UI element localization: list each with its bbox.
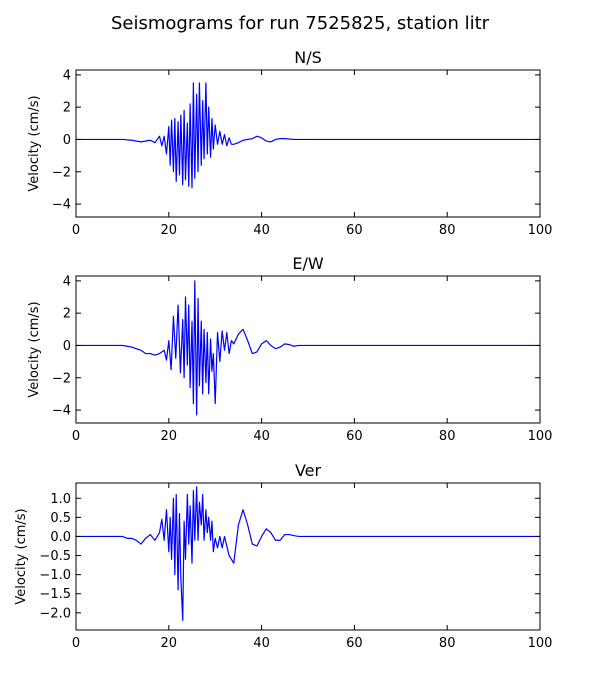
x-tick-label: 0 xyxy=(72,636,80,651)
trace-line-ver xyxy=(76,486,540,622)
trace-line-ns xyxy=(76,82,540,189)
y-axis-label-ew: Velocity (cm/s) xyxy=(27,301,42,397)
y-tick-label: −1.5 xyxy=(39,587,71,602)
x-tick-label: 100 xyxy=(528,429,553,444)
y-tick-label: −2 xyxy=(52,371,71,386)
y-tick-label: 0.0 xyxy=(50,530,71,545)
panel-ver: Ver 0 20 40 60 80 100 −2.0 −1.5 −1.0 −0.5 0.0 0.5 1.0… xyxy=(14,461,552,651)
x-tick-label: 80 xyxy=(439,429,456,444)
x-tick-label: 60 xyxy=(346,429,363,444)
y-axis-label-ver: Velocity (cm/s) xyxy=(14,508,29,604)
panel-title-ver: Ver xyxy=(295,461,322,480)
y-tick-label: 0 xyxy=(63,133,71,148)
y-axis-label-ns: Velocity (cm/s) xyxy=(27,95,42,191)
y-tick-label: 4 xyxy=(63,68,71,83)
y-tick-label: 4 xyxy=(63,274,71,289)
x-tick-label: 20 xyxy=(161,429,178,444)
y-tick-label: 1.0 xyxy=(50,492,71,507)
panel-title-ew: E/W xyxy=(292,254,324,273)
x-tick-label: 40 xyxy=(253,223,270,238)
panel-ns: N/S 0 20 40 60 80 100 −4 −2 0 2 4 Velocity (cm/s) xyxy=(27,48,552,238)
y-tick-label: 2 xyxy=(63,101,71,116)
y-tick-label: −4 xyxy=(52,198,71,213)
y-tick-label: 0 xyxy=(63,339,71,354)
panel-title-ns: N/S xyxy=(294,48,322,67)
x-tick-label: 80 xyxy=(439,636,456,651)
x-tick-label: 80 xyxy=(439,223,456,238)
axes-frame-ver xyxy=(75,482,541,631)
y-tick-label: 0.5 xyxy=(50,511,71,526)
axes-frame-ew xyxy=(75,275,541,424)
trace-line-ew xyxy=(76,280,540,416)
y-tick-label: −1.0 xyxy=(39,568,71,583)
x-tick-label: 40 xyxy=(253,636,270,651)
y-tick-label: 2 xyxy=(63,307,71,322)
x-tick-label: 60 xyxy=(346,223,363,238)
figure-title: Seismograms for run 7525825, station lit… xyxy=(111,13,490,34)
y-tick-label: −2 xyxy=(52,165,71,180)
x-tick-label: 100 xyxy=(528,223,553,238)
x-tick-label: 60 xyxy=(346,636,363,651)
x-tick-label: 100 xyxy=(528,636,553,651)
x-tick-label: 40 xyxy=(253,429,270,444)
x-tick-label: 0 xyxy=(72,429,80,444)
y-tick-label: −4 xyxy=(52,404,71,419)
axes-frame-ns xyxy=(75,69,541,218)
panel-ew: E/W 0 20 40 60 80 100 −4 −2 0 2 4 Velocity (cm/s) xyxy=(27,254,552,444)
y-tick-label: −2.0 xyxy=(39,606,71,621)
y-tick-label: −0.5 xyxy=(39,549,71,564)
x-tick-label: 20 xyxy=(161,636,178,651)
x-tick-label: 20 xyxy=(161,223,178,238)
x-tick-label: 0 xyxy=(72,223,80,238)
